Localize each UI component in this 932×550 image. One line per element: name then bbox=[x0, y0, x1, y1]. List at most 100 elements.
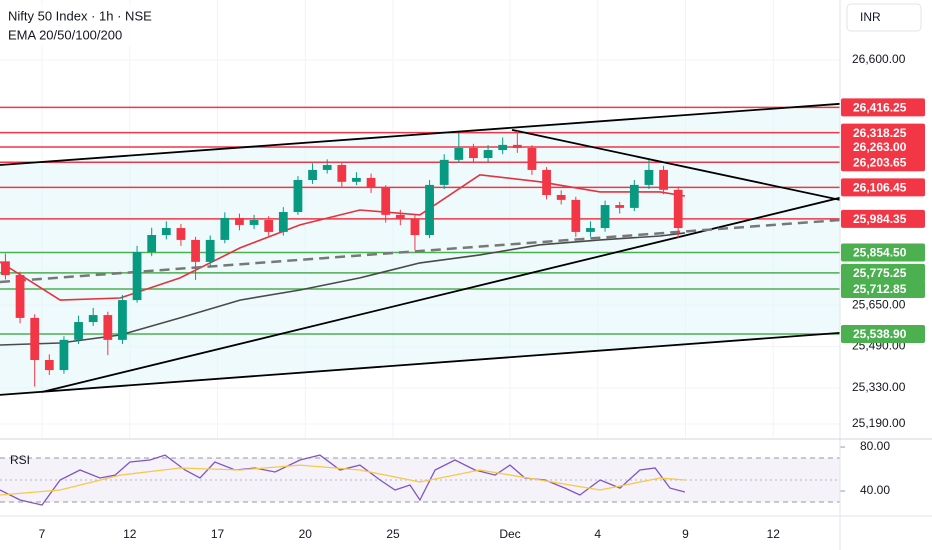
candle-body bbox=[1, 261, 10, 276]
candle-body bbox=[425, 184, 434, 236]
candle-body bbox=[629, 184, 639, 208]
candle-body bbox=[235, 217, 244, 225]
x-tick-label: 12 bbox=[123, 527, 137, 541]
level-label: 26,203.65 bbox=[853, 155, 907, 169]
candle-body bbox=[337, 165, 347, 182]
level-label: 25,538.90 bbox=[853, 327, 907, 341]
x-tick-label: 9 bbox=[682, 527, 689, 541]
x-tick-label: 25 bbox=[386, 527, 400, 541]
level-label-box bbox=[841, 324, 925, 343]
candle-body bbox=[454, 147, 464, 160]
y-tick-label: 25,190.00 bbox=[852, 416, 906, 430]
level-label-box bbox=[841, 123, 925, 142]
level-label-box bbox=[841, 178, 925, 197]
level-label: 26,263.00 bbox=[853, 140, 907, 154]
candle-body bbox=[191, 239, 200, 262]
candle-body bbox=[15, 275, 25, 318]
level-label-box bbox=[841, 243, 925, 262]
rsi-title: RSI bbox=[10, 453, 30, 467]
x-tick-label: 20 bbox=[299, 527, 313, 541]
candle-body bbox=[278, 212, 288, 232]
candle-body bbox=[556, 194, 566, 200]
candle-body bbox=[410, 218, 420, 236]
candle-body bbox=[44, 360, 54, 371]
channel-fill bbox=[0, 103, 840, 395]
level-label-box bbox=[841, 153, 925, 172]
level-label-box bbox=[841, 263, 925, 282]
trendline bbox=[0, 102, 840, 166]
trendline bbox=[511, 129, 840, 201]
candle-body bbox=[586, 228, 595, 232]
candle-body bbox=[366, 177, 376, 189]
x-tick-label: 4 bbox=[594, 527, 601, 541]
candle-body bbox=[439, 159, 449, 185]
x-tick-label: Dec bbox=[499, 527, 520, 541]
level-label: 26,106.45 bbox=[853, 181, 907, 195]
rsi-line bbox=[0, 454, 686, 506]
candle-body bbox=[30, 317, 40, 361]
candle-body bbox=[644, 169, 654, 185]
y-tick-label: 25,330.00 bbox=[852, 380, 906, 394]
candle-body bbox=[542, 169, 551, 195]
x-tick-label: 17 bbox=[211, 527, 225, 541]
chart-subtitle: EMA 20/50/100/200 bbox=[8, 27, 122, 42]
y-tick-label: 25,650.00 bbox=[852, 297, 906, 311]
currency[interactable]: INR bbox=[860, 10, 881, 24]
level-label: 26,318.25 bbox=[853, 126, 907, 140]
candle-body bbox=[381, 188, 391, 215]
main-pane bbox=[0, 0, 840, 438]
level-label: 25,712.85 bbox=[853, 282, 907, 296]
candle-body bbox=[483, 150, 493, 159]
candle-body bbox=[659, 169, 668, 190]
candle-body bbox=[249, 220, 259, 225]
candle-body bbox=[571, 199, 581, 232]
level-label-box bbox=[841, 280, 925, 299]
axes: 7 12 17 20 25 Dec 4 9 1226,600.0025,650.0025,490… bbox=[39, 52, 925, 541]
currency-box[interactable] bbox=[846, 3, 922, 32]
candle-body bbox=[118, 300, 127, 340]
candle-body bbox=[673, 189, 683, 229]
candle-body bbox=[322, 165, 332, 170]
candle-body bbox=[161, 228, 171, 236]
candle-body bbox=[176, 228, 186, 240]
trendline bbox=[0, 332, 840, 396]
candle-body bbox=[512, 144, 522, 148]
candle-body bbox=[600, 205, 610, 229]
candle-body bbox=[395, 214, 405, 219]
candle-body bbox=[264, 220, 274, 232]
candle-body bbox=[103, 315, 113, 340]
candle-body bbox=[147, 235, 157, 253]
candle-body bbox=[74, 322, 83, 340]
trendline bbox=[0, 218, 840, 284]
candle-body bbox=[88, 315, 98, 323]
candle-body bbox=[527, 147, 537, 170]
candle-body bbox=[469, 147, 478, 159]
candle-body bbox=[220, 217, 230, 240]
y-tick-label: 26,600.00 bbox=[852, 52, 906, 66]
rsi-tick-label: 40.00 bbox=[860, 483, 890, 497]
x-tick-label: 7 bbox=[39, 527, 46, 541]
level-label-box bbox=[841, 137, 925, 156]
level-label-box bbox=[841, 209, 925, 228]
candle-body bbox=[352, 177, 361, 182]
candle-body bbox=[132, 252, 142, 301]
candle-body bbox=[293, 180, 303, 213]
rsi-tick-label: 80.00 bbox=[860, 439, 890, 453]
candle-body bbox=[59, 339, 69, 371]
candle-body bbox=[615, 205, 625, 208]
level-label: 25,854.50 bbox=[853, 246, 907, 260]
rsi-line bbox=[0, 464, 685, 496]
level-label: 26,416.25 bbox=[853, 101, 907, 115]
candle-body bbox=[205, 239, 215, 262]
candle-body bbox=[498, 144, 508, 151]
level-label: 25,775.25 bbox=[853, 266, 907, 280]
level-label-box bbox=[841, 98, 925, 117]
legend-bg bbox=[4, 4, 204, 46]
rsi-pane bbox=[0, 454, 840, 506]
chart-title: Nifty 50 Index · 1h · NSE bbox=[8, 8, 152, 23]
level-label: 25,984.35 bbox=[853, 212, 907, 226]
ema-line bbox=[0, 173, 686, 301]
candle-body bbox=[308, 169, 317, 181]
